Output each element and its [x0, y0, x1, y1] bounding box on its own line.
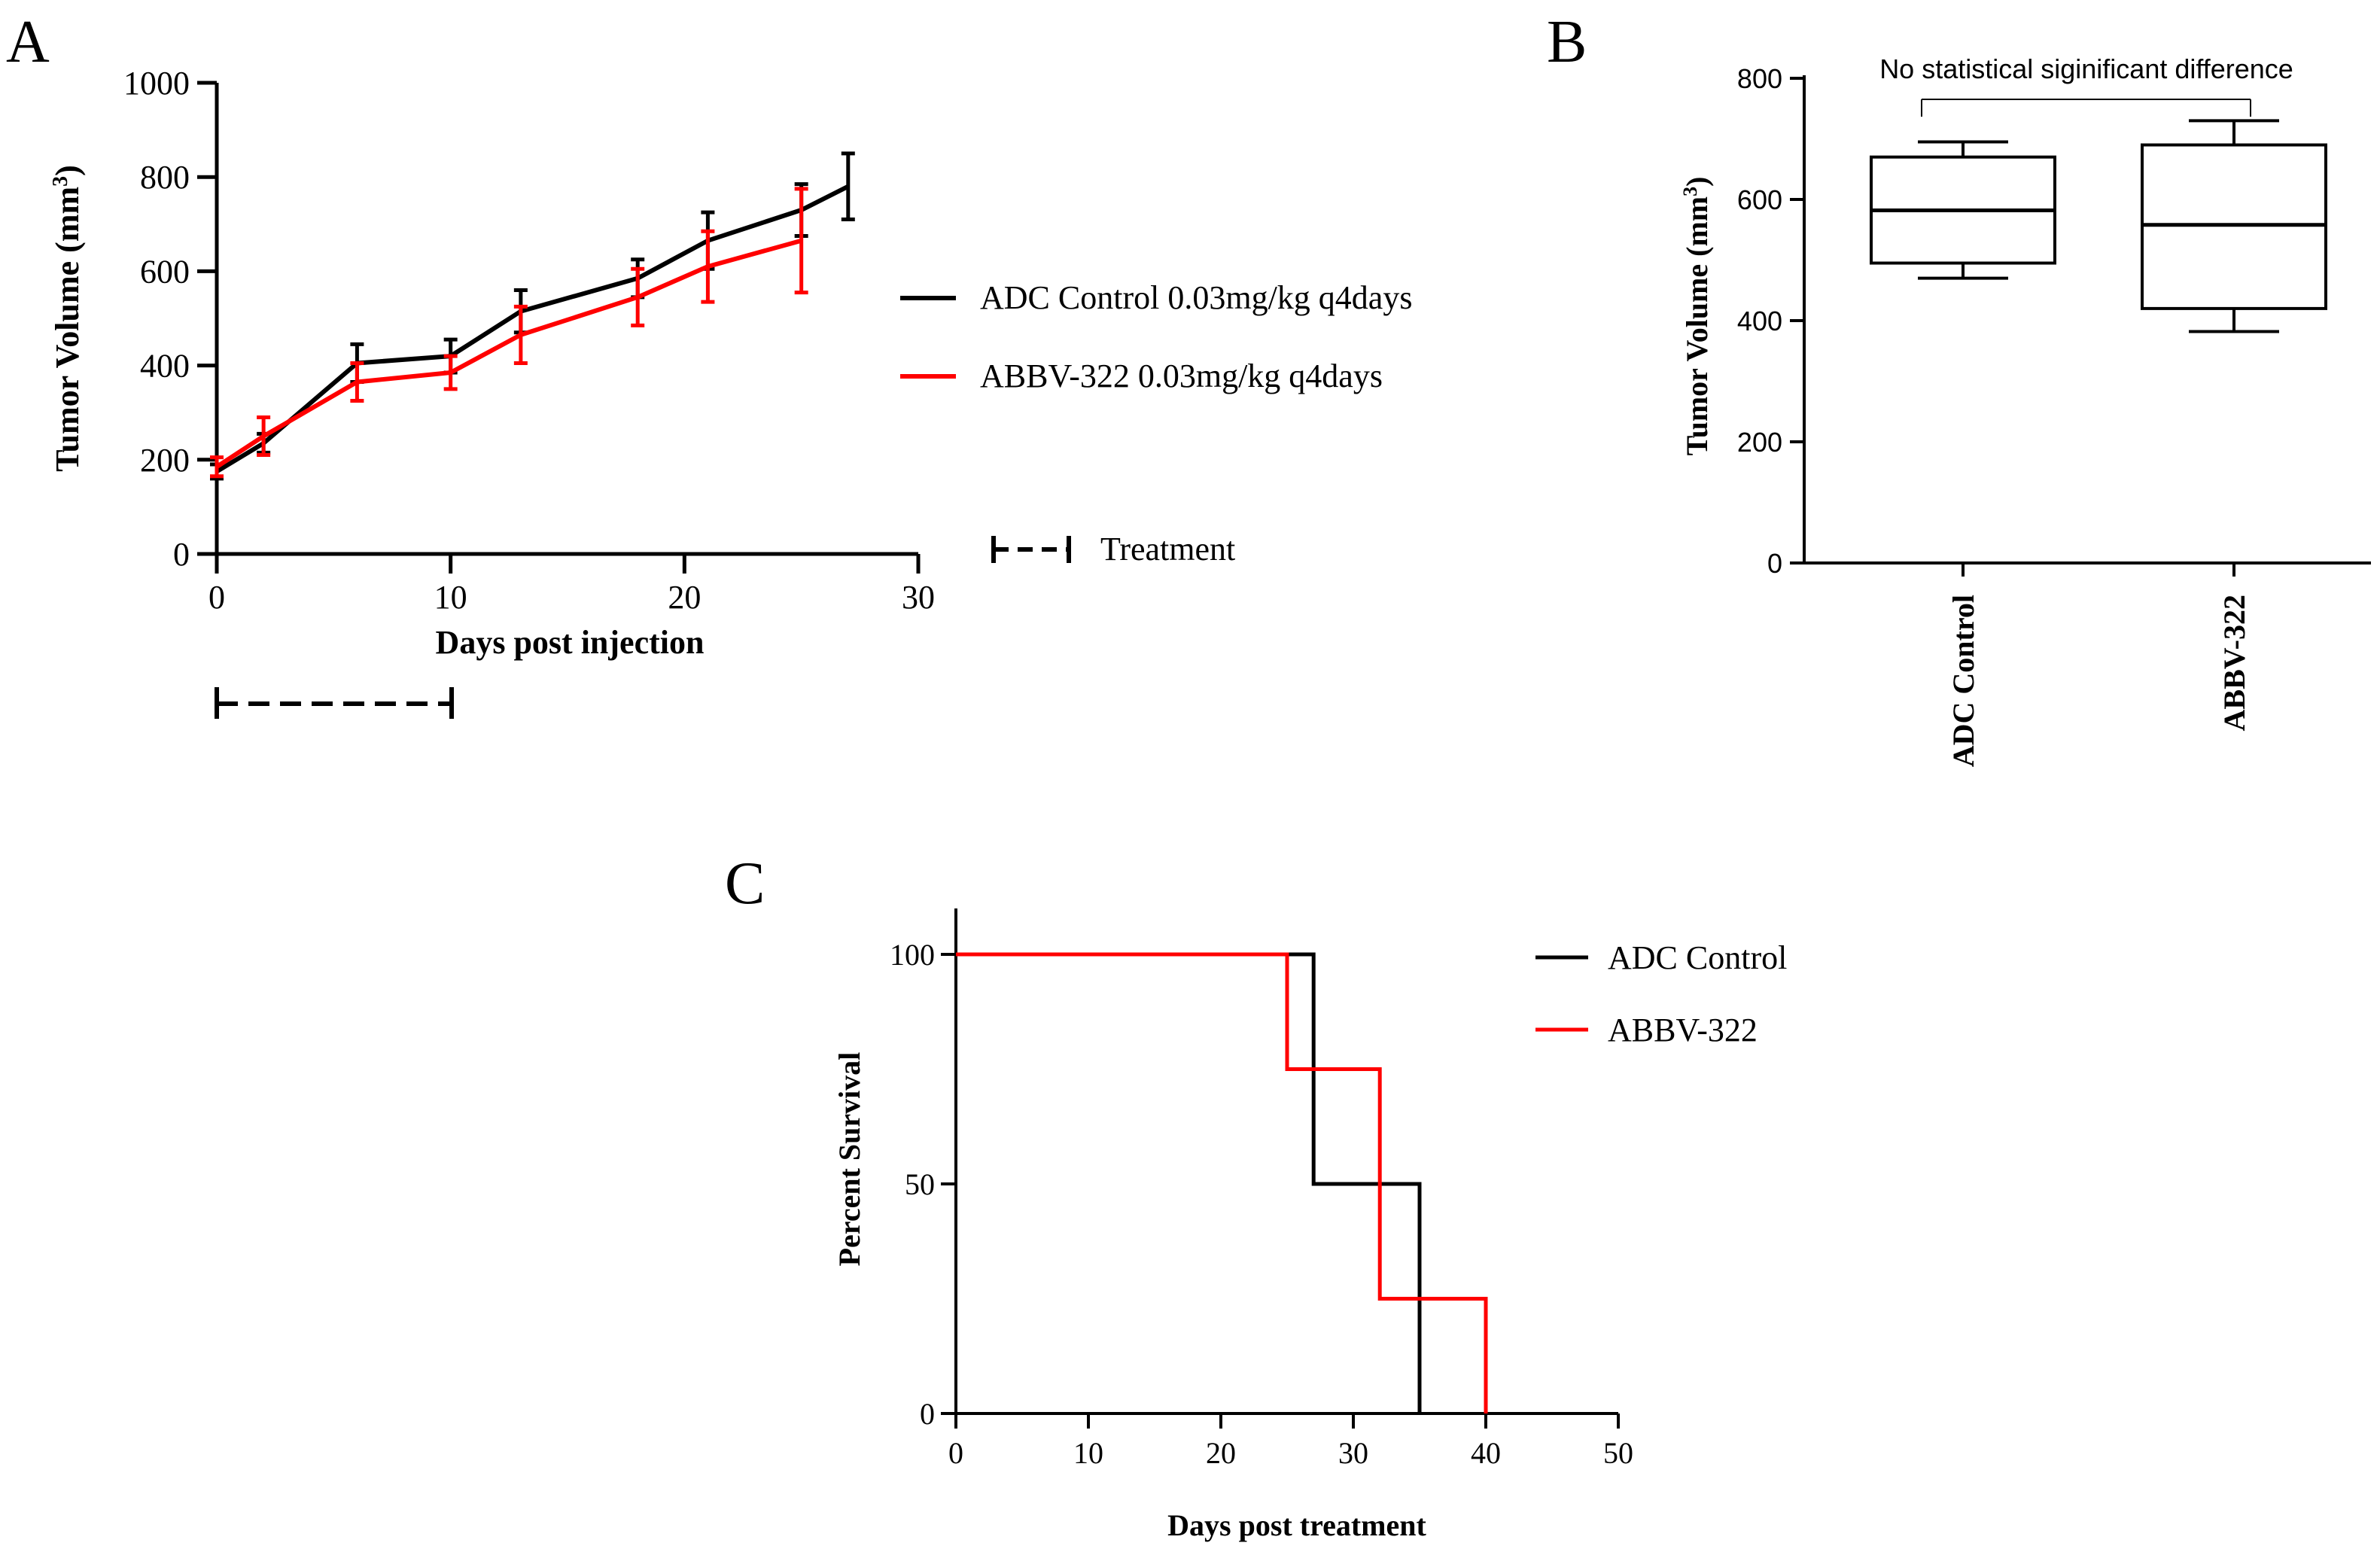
c-x-tick-label: 0	[948, 1436, 963, 1470]
a-y-tick-label: 1000	[123, 65, 190, 102]
panel-c: 0 50 100 0 10 20 30 40 50 Days post treatment Pe…	[832, 908, 1787, 1542]
c-y-tick-label: 50	[905, 1167, 935, 1201]
significance-annotation: No statistical siginificant difference	[1879, 53, 2293, 84]
a-y-axis-label: Tumor Volume (mm3)	[49, 165, 87, 472]
c-y-tick-label: 100	[890, 938, 935, 972]
c-legend-label-abbv: ABBV-322	[1608, 1012, 1758, 1048]
c-x-tick-label: 20	[1206, 1436, 1236, 1470]
b-y-tick-label: 800	[1737, 63, 1782, 94]
panel-b: 0 200 400 600 800 ADC Control ABBV-322 No stat…	[1679, 53, 2371, 767]
c-x-tick-label: 10	[1073, 1436, 1103, 1470]
c-legend-label-control: ADC Control	[1608, 939, 1787, 976]
treatment-bar	[215, 687, 454, 719]
a-y-tick-label: 800	[140, 159, 190, 196]
c-x-tick-label: 40	[1471, 1436, 1501, 1470]
b-y-axis-label: Tumor Volume (mm3)	[1679, 177, 1715, 456]
a-series-line-abbv	[215, 238, 802, 469]
panel-a: 0 200 400 600 800 1000 0 10 20 30 Days post injec…	[49, 65, 1412, 719]
b-x-tick-label: ADC Control	[1946, 595, 1980, 767]
b-y-tick-label: 400	[1737, 306, 1782, 336]
significance-bracket	[1921, 99, 2251, 117]
c-survival-step-abbv	[956, 952, 1488, 1413]
panel-label-a: A	[6, 9, 50, 75]
a-legend: ADC Control 0.03mg/kg q4days ABBV-322 0.…	[900, 279, 1412, 568]
c-y-tick-label: 0	[920, 1397, 935, 1431]
a-y-tick-label: 400	[140, 348, 190, 385]
a-x-tick-label: 20	[668, 579, 701, 616]
c-x-tick-label: 50	[1603, 1436, 1633, 1470]
a-legend-label-treatment: Treatment	[1100, 531, 1235, 568]
a-y-tick-label: 0	[173, 536, 190, 573]
a-legend-label-control: ADC Control 0.03mg/kg q4days	[980, 279, 1412, 316]
c-legend: ADC Control ABBV-322	[1535, 939, 1787, 1048]
a-x-tick-label: 30	[902, 579, 935, 616]
c-x-tick-label: 30	[1338, 1436, 1368, 1470]
panel-label-c: C	[725, 851, 765, 917]
a-x-tick-label: 0	[208, 579, 225, 616]
b-x-tick-label: ABBV-322	[2217, 595, 2251, 731]
b-y-tick-label: 0	[1767, 548, 1782, 579]
a-legend-label-abbv: ABBV-322 0.03mg/kg q4days	[980, 358, 1383, 394]
b-y-tick-label: 600	[1737, 184, 1782, 215]
a-x-axis-label: Days post injection	[436, 624, 705, 661]
c-x-axis-label: Days post treatment	[1167, 1508, 1426, 1542]
b-y-tick-label: 200	[1737, 427, 1782, 458]
a-y-tick-label: 200	[140, 442, 190, 479]
a-x-tick-label: 10	[434, 579, 467, 616]
a-y-tick-label: 600	[140, 253, 190, 290]
panel-label-b: B	[1547, 9, 1587, 75]
c-y-axis-label: Percent Survival	[832, 1052, 866, 1267]
c-survival-step-control	[956, 952, 1422, 1413]
